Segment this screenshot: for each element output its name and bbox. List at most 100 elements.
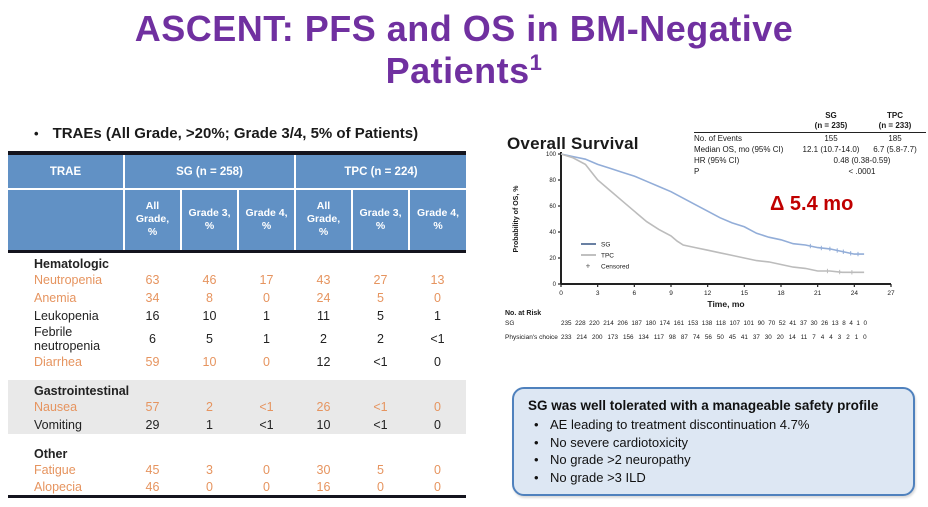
section-header-row: Other (8, 443, 466, 461)
delta-annotation: Δ 5.4 mo (770, 193, 854, 215)
trae-value: 0 (434, 479, 441, 494)
y-tick-label: 0 (553, 282, 557, 288)
trae-value: 3 (206, 462, 213, 477)
trae-value: 0 (434, 462, 441, 477)
at-risk-label: Physician's choice (505, 334, 558, 341)
km-chart: 0 20 40 60 80 100 0 3 6 9 12 15 18 21 24 27 Probability … (505, 146, 905, 310)
x-tick-label: 6 (633, 290, 637, 297)
trae-value: 1 (181, 415, 238, 434)
legend-label: TPC (601, 253, 614, 260)
stats-label: No. of Events (694, 134, 743, 143)
trae-value: 2 (377, 331, 384, 346)
trae-value: 2 (320, 331, 327, 346)
stats-empty-cell (694, 110, 798, 133)
at-risk-number: 41 (789, 320, 797, 327)
at-risk-number: 0 (863, 320, 867, 327)
stats-value-span: < .0001 (848, 167, 876, 176)
section-header-row: Gastrointestinal (8, 379, 466, 398)
at-risk-number: 173 (607, 334, 618, 341)
at-risk-number: 20 (776, 334, 784, 341)
sub-header: Grade 3, % (180, 188, 238, 251)
at-risk-number: 180 (645, 320, 656, 327)
at-risk-row: SG 235 228 220 214 206 187 180 174 161 153 138 118 10… (505, 320, 915, 327)
table-row: Diarrhea 59 10 0 12 <1 0 (8, 353, 466, 371)
legend-label: SG (601, 242, 610, 249)
at-risk-number: 70 (768, 320, 776, 327)
trae-value: 43 (316, 272, 331, 287)
trae-value: 29 (124, 415, 181, 434)
table-row: Leukopenia 16 10 1 11 5 1 (8, 307, 466, 325)
trae-value: 24 (316, 290, 331, 305)
at-risk-number: 187 (631, 320, 642, 327)
trae-value: <1 (238, 397, 295, 416)
table-row: Vomiting 29 1 <1 10 <1 0 (8, 415, 466, 434)
at-risk-number: 37 (799, 320, 807, 327)
survival-curve-tpc (560, 153, 865, 274)
at-risk-number: 13 (831, 320, 839, 327)
x-tick-label: 21 (814, 290, 822, 297)
at-risk-number: 7 (812, 334, 816, 341)
trae-value: 17 (259, 272, 274, 287)
at-risk-number: 56 (704, 334, 712, 341)
at-risk-number: 2 (846, 334, 850, 341)
at-risk-number: 228 (575, 320, 586, 327)
spacer-row (8, 434, 466, 443)
at-risk-number: 174 (659, 320, 671, 327)
at-risk-number: 37 (752, 334, 760, 341)
sub-header: All Grade, % (294, 188, 352, 251)
at-risk-number: 1 (854, 334, 859, 341)
at-risk-title: No. at Risk (505, 310, 542, 317)
trae-label: Fatigue (34, 462, 76, 477)
legend-label: Censored (601, 264, 630, 271)
x-tick-label: 27 (887, 290, 895, 297)
trae-value: 0 (434, 290, 441, 305)
tpc-group-header: TPC (n = 224) (294, 153, 466, 189)
y-tick-label: 20 (549, 256, 556, 262)
stats-col-tpc: TPC (n = 233) (878, 111, 912, 130)
trae-value: 10 (295, 415, 352, 434)
trae-label: Alopecia (34, 479, 82, 494)
stats-label: Median OS, mo (95% CI) (694, 145, 784, 154)
stats-row: P < .0001 (694, 166, 926, 177)
x-tick-label: 9 (669, 290, 673, 297)
trae-value: 27 (373, 272, 388, 287)
stats-row: No. of Events 155 185 (694, 133, 926, 145)
trae-label: Nausea (8, 397, 124, 416)
at-risk-number: 200 (591, 334, 603, 341)
summary-heading: SG was well tolerated with a manageable … (528, 398, 879, 413)
trae-value: 5 (377, 290, 384, 305)
y-tick-label: 40 (549, 230, 556, 236)
trae-table-body: Hematologic Neutropenia 63 46 17 43 27 13 Anemia… (8, 251, 466, 497)
at-risk-number: 107 (729, 320, 740, 327)
at-risk-number: 235 (561, 320, 572, 327)
table-row: Febrile neutropenia 6 5 1 2 2 <1 (8, 325, 466, 353)
at-risk-numbers: 233 214 200 173 156 134 117 98 87 74 56 50 45 41 37 30 2… (561, 334, 867, 341)
section-label: Hematologic (34, 256, 110, 271)
title-line-1: ASCENT: PFS and OS in BM-Negative (134, 8, 794, 49)
trae-label: Neutropenia (34, 272, 103, 287)
trae-value: 1 (263, 331, 270, 346)
trae-value: 0 (409, 397, 466, 416)
trae-value: 0 (206, 479, 213, 494)
at-risk-number: 214 (603, 320, 614, 327)
at-risk-number: 50 (716, 334, 724, 341)
stats-value: 155 (824, 134, 838, 143)
trae-value: 1 (263, 308, 270, 323)
at-risk-number: 118 (715, 320, 726, 327)
stats-col-sg: SG (n = 235) (814, 111, 848, 130)
x-tick-label: 12 (704, 290, 712, 297)
trae-value: 8 (206, 290, 213, 305)
table-row: Nausea 57 2 <1 26 <1 0 (8, 397, 466, 416)
at-risk-number: 11 (800, 334, 808, 341)
summary-bullet: AE leading to treatment discontinuation … (528, 416, 899, 434)
at-risk-number: 30 (810, 320, 818, 327)
trae-value: 59 (145, 354, 160, 369)
x-tick-label: 15 (741, 290, 749, 297)
at-risk-numbers: 235 228 220 214 206 187 180 174 161 153 138 118 107 1… (561, 320, 867, 327)
stats-value: 12.1 (10.7-14.0) (802, 145, 860, 154)
stats-value-span: 0.48 (0.38-0.59) (833, 156, 891, 165)
at-risk-number: 134 (638, 334, 649, 341)
stats-row: Median OS, mo (95% CI) 12.1 (10.7-14.0) 6.… (694, 144, 926, 155)
title-line-2: Patients1 (385, 49, 543, 91)
